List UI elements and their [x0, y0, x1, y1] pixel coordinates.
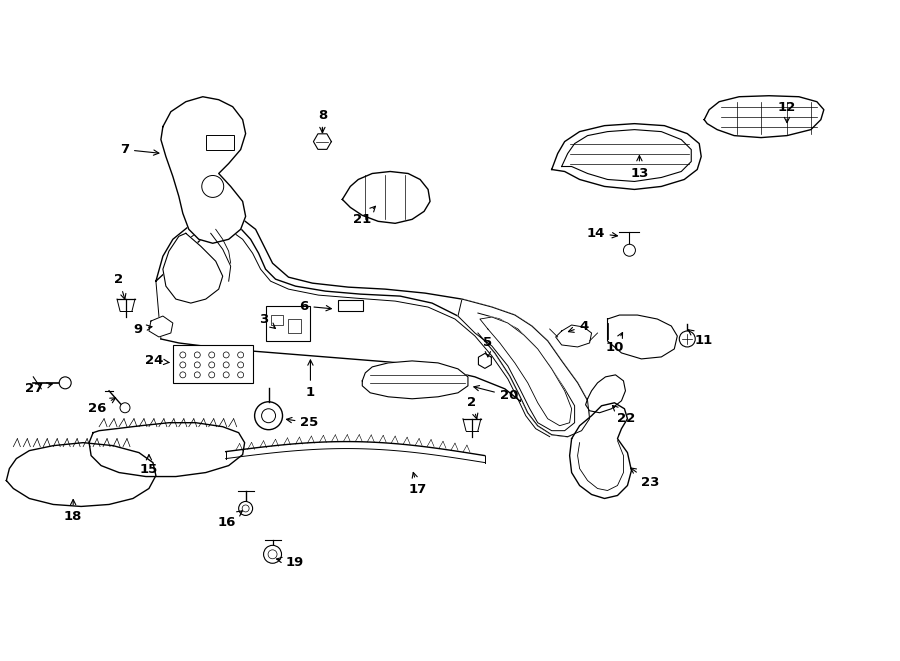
Bar [338, 300, 364, 311]
Polygon shape [570, 403, 632, 498]
Text: 13: 13 [630, 155, 649, 180]
Text: 11: 11 [688, 330, 713, 348]
Bar [271, 315, 283, 325]
Text: 27: 27 [25, 382, 52, 395]
Text: 2: 2 [114, 273, 126, 299]
Polygon shape [458, 299, 590, 437]
Polygon shape [313, 134, 331, 149]
Circle shape [255, 402, 283, 430]
Text: 12: 12 [778, 100, 796, 122]
Polygon shape [6, 443, 156, 506]
Text: 4: 4 [569, 319, 589, 332]
Circle shape [238, 502, 253, 516]
Polygon shape [552, 124, 701, 190]
Text: 9: 9 [134, 323, 152, 336]
Polygon shape [704, 96, 824, 137]
Text: 8: 8 [318, 108, 327, 133]
Bar [173, 345, 253, 383]
Polygon shape [156, 219, 590, 437]
Text: 3: 3 [259, 313, 275, 329]
Text: 1: 1 [306, 360, 315, 399]
Polygon shape [163, 233, 222, 303]
Text: 26: 26 [87, 398, 115, 415]
Text: 5: 5 [483, 336, 492, 357]
Circle shape [624, 245, 635, 256]
Polygon shape [479, 354, 491, 368]
Polygon shape [161, 97, 246, 243]
Bar [206, 135, 234, 149]
Text: 17: 17 [409, 473, 428, 496]
Bar [266, 306, 310, 341]
Text: 19: 19 [276, 556, 304, 568]
Text: 24: 24 [145, 354, 169, 368]
Text: 20: 20 [473, 385, 518, 403]
Polygon shape [555, 325, 591, 347]
Circle shape [264, 545, 282, 563]
Text: 10: 10 [606, 332, 624, 354]
Text: 16: 16 [217, 511, 242, 529]
Text: 18: 18 [64, 500, 83, 524]
Circle shape [59, 377, 71, 389]
Text: 7: 7 [120, 143, 159, 156]
Polygon shape [608, 315, 678, 359]
Polygon shape [89, 423, 245, 477]
Polygon shape [363, 361, 468, 399]
Polygon shape [342, 171, 430, 223]
Circle shape [120, 403, 130, 412]
Text: 22: 22 [612, 405, 635, 425]
Text: 2: 2 [467, 396, 478, 419]
Text: 23: 23 [631, 468, 660, 489]
Polygon shape [148, 316, 173, 337]
Polygon shape [562, 130, 691, 182]
Circle shape [680, 331, 695, 347]
Text: 15: 15 [140, 455, 158, 476]
Text: 14: 14 [586, 227, 617, 240]
Text: 21: 21 [353, 206, 375, 226]
Bar [289, 319, 302, 333]
Polygon shape [480, 317, 572, 426]
Text: 25: 25 [286, 416, 319, 429]
Polygon shape [586, 375, 625, 412]
Text: 6: 6 [299, 299, 331, 313]
